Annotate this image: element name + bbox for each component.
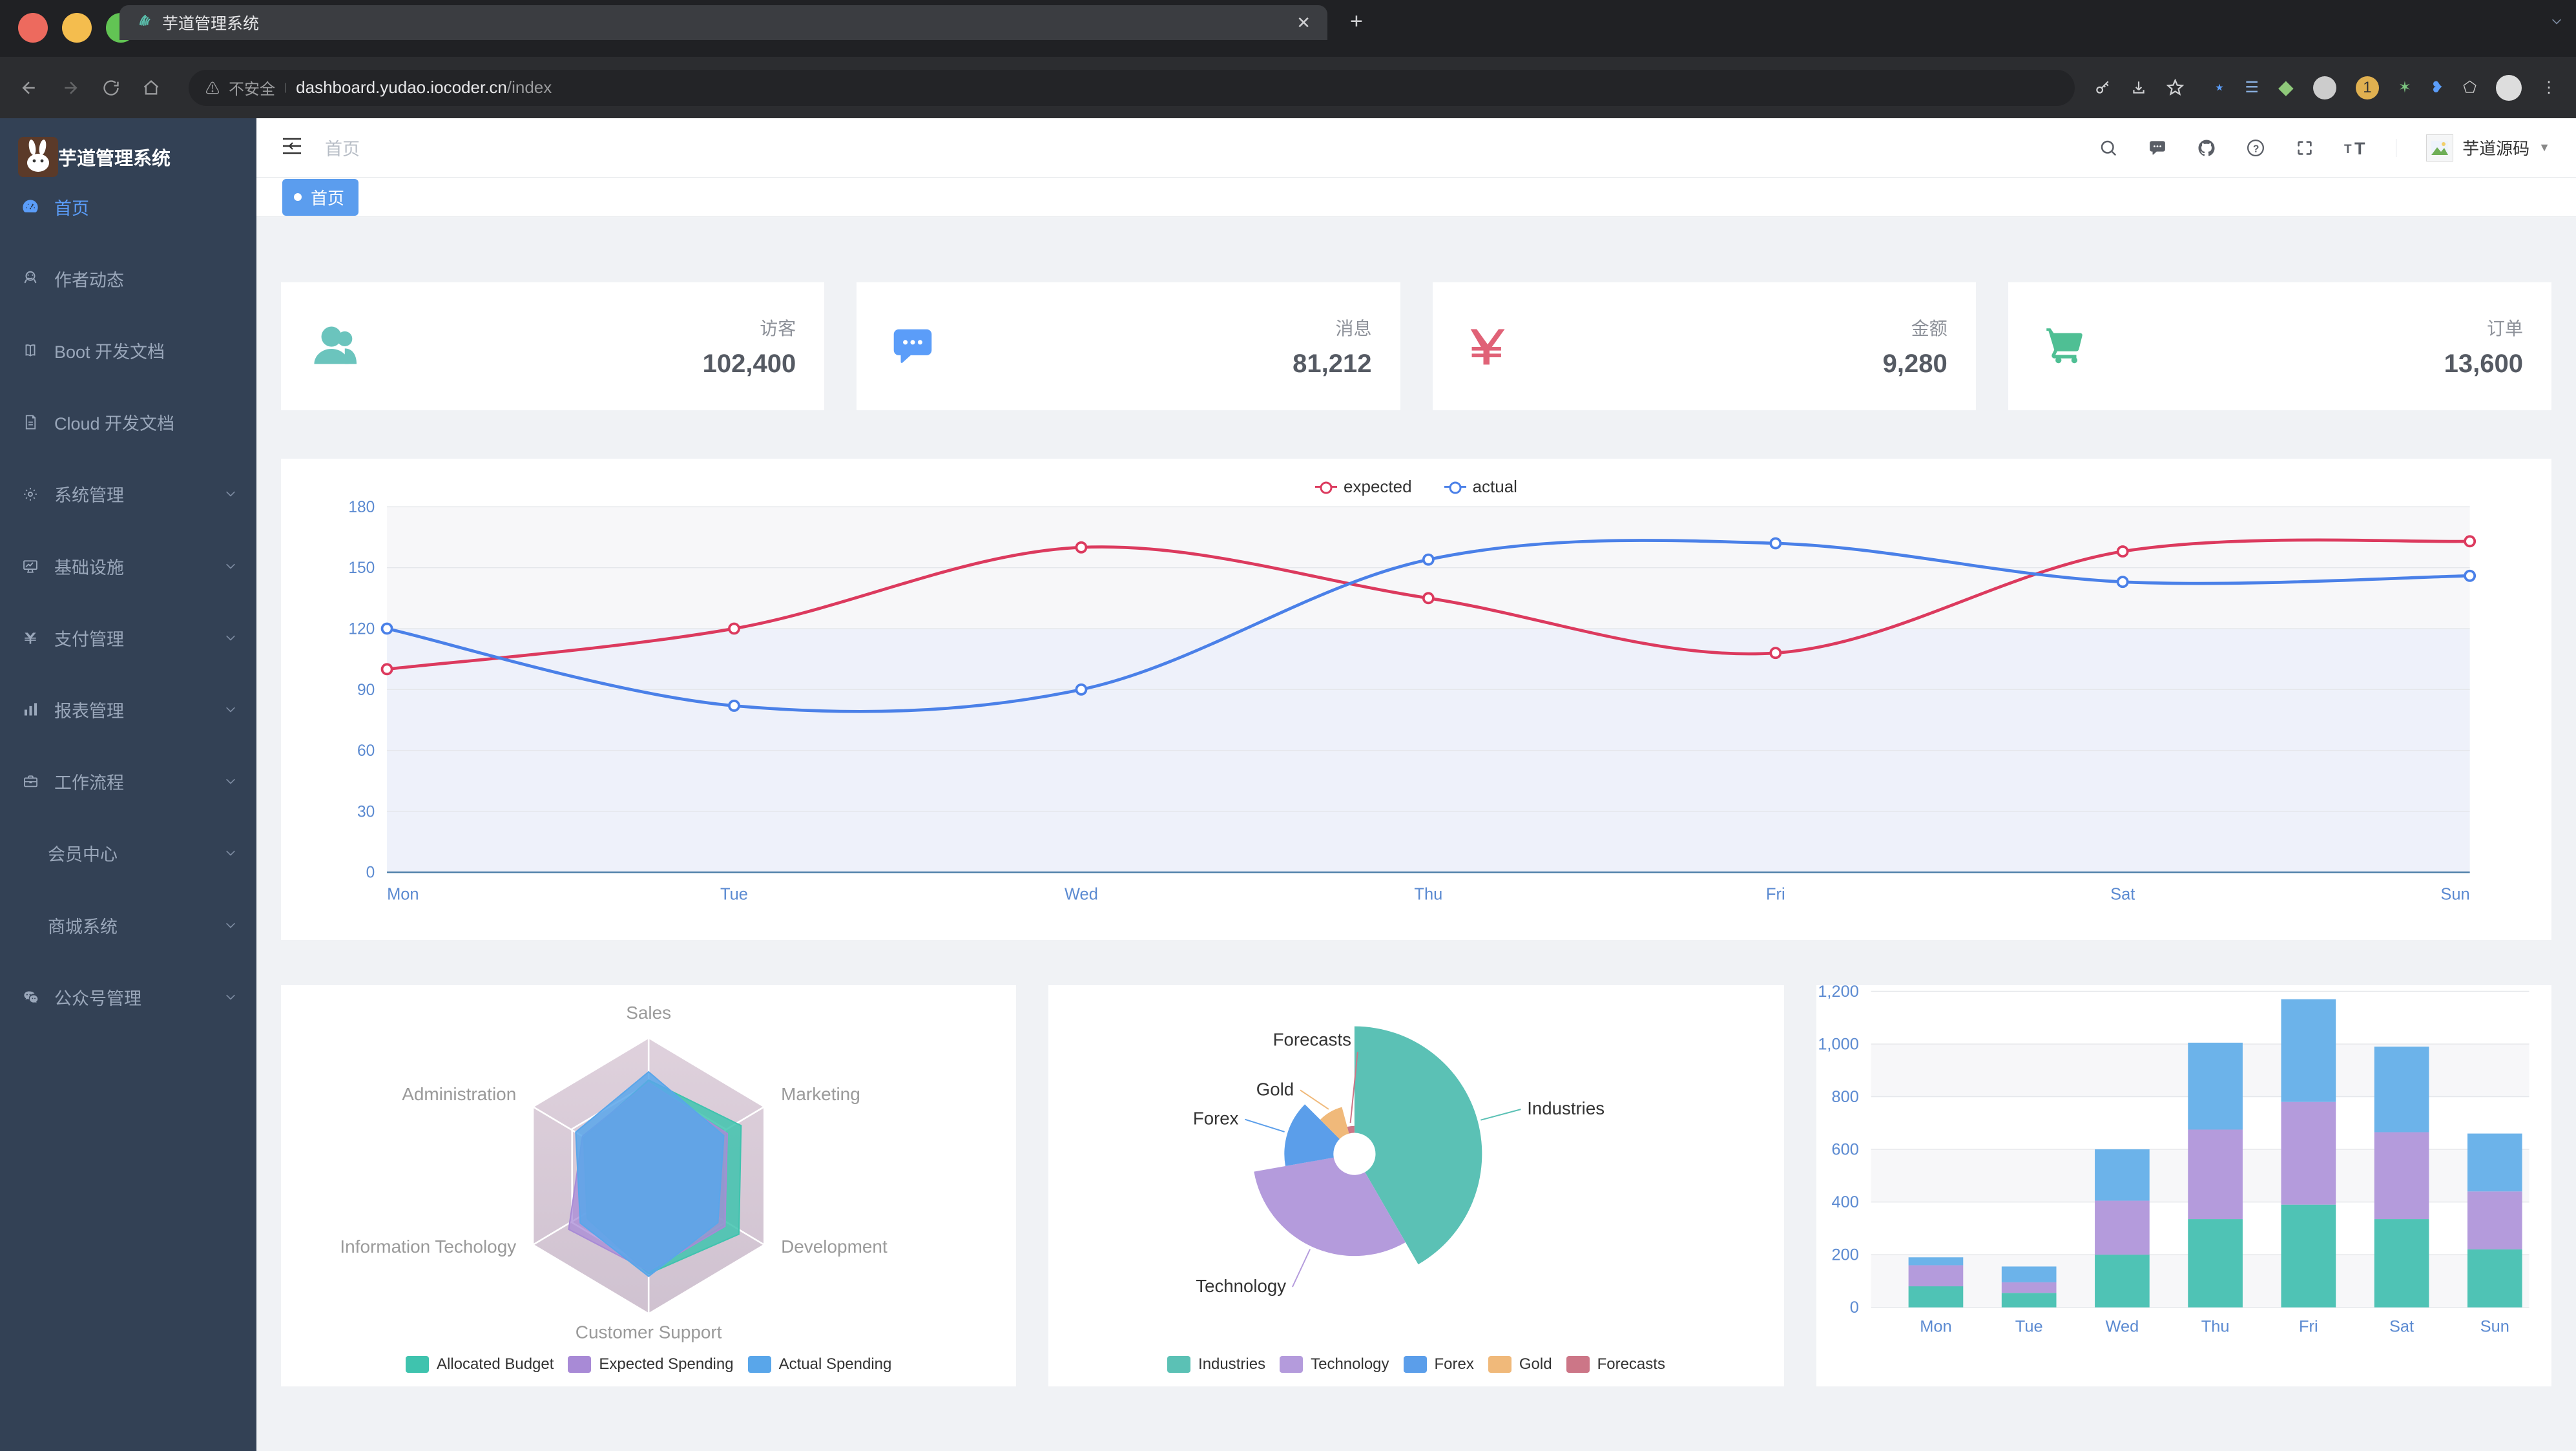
svg-text:Marketing: Marketing (781, 1084, 860, 1104)
svg-text:Fri: Fri (1766, 886, 1785, 904)
svg-text:180: 180 (348, 499, 375, 516)
svg-text:T: T (2344, 143, 2352, 156)
svg-text:?: ? (2253, 143, 2259, 154)
svg-text:0: 0 (1849, 1299, 1858, 1317)
svg-text:Fri: Fri (2299, 1317, 2318, 1335)
svg-text:Sun: Sun (2480, 1317, 2509, 1335)
svg-text:Thu: Thu (2201, 1317, 2229, 1335)
svg-text:Gold: Gold (1256, 1079, 1294, 1099)
svg-text:150: 150 (348, 559, 375, 577)
svg-text:T: T (2354, 140, 2365, 156)
svg-text:60: 60 (357, 742, 375, 760)
svg-text:Mon: Mon (387, 886, 419, 904)
svg-text:Industries: Industries (1528, 1098, 1605, 1118)
svg-text:Sales: Sales (626, 1003, 671, 1023)
svg-text:Tue: Tue (2015, 1317, 2042, 1335)
svg-text:120: 120 (348, 620, 375, 638)
svg-text:Sat: Sat (2389, 1317, 2414, 1335)
svg-text:90: 90 (357, 682, 375, 699)
svg-text:Thu: Thu (1414, 886, 1442, 904)
svg-text:1,000: 1,000 (1818, 1035, 1859, 1053)
svg-text:Wed: Wed (1065, 886, 1098, 904)
svg-text:Wed: Wed (2105, 1317, 2139, 1335)
svg-text:400: 400 (1831, 1193, 1858, 1211)
svg-text:200: 200 (1831, 1246, 1858, 1264)
svg-text:Information Techology: Information Techology (340, 1237, 516, 1257)
svg-text:800: 800 (1831, 1088, 1858, 1106)
svg-text:Sat: Sat (2110, 886, 2135, 904)
svg-text:600: 600 (1831, 1141, 1858, 1159)
svg-text:1,200: 1,200 (1818, 985, 1859, 1001)
svg-text:Technology: Technology (1196, 1276, 1287, 1296)
svg-text:Customer Support: Customer Support (576, 1322, 722, 1342)
svg-text:Mon: Mon (1920, 1317, 1951, 1335)
svg-text:Forecasts: Forecasts (1273, 1029, 1351, 1049)
svg-text:Sun: Sun (2440, 886, 2469, 904)
svg-text:0: 0 (366, 864, 375, 882)
svg-text:Development: Development (781, 1237, 888, 1257)
svg-text:30: 30 (357, 803, 375, 820)
svg-text:Administration: Administration (402, 1084, 516, 1104)
svg-text:Forex: Forex (1193, 1109, 1239, 1129)
svg-text:Tue: Tue (720, 886, 748, 904)
